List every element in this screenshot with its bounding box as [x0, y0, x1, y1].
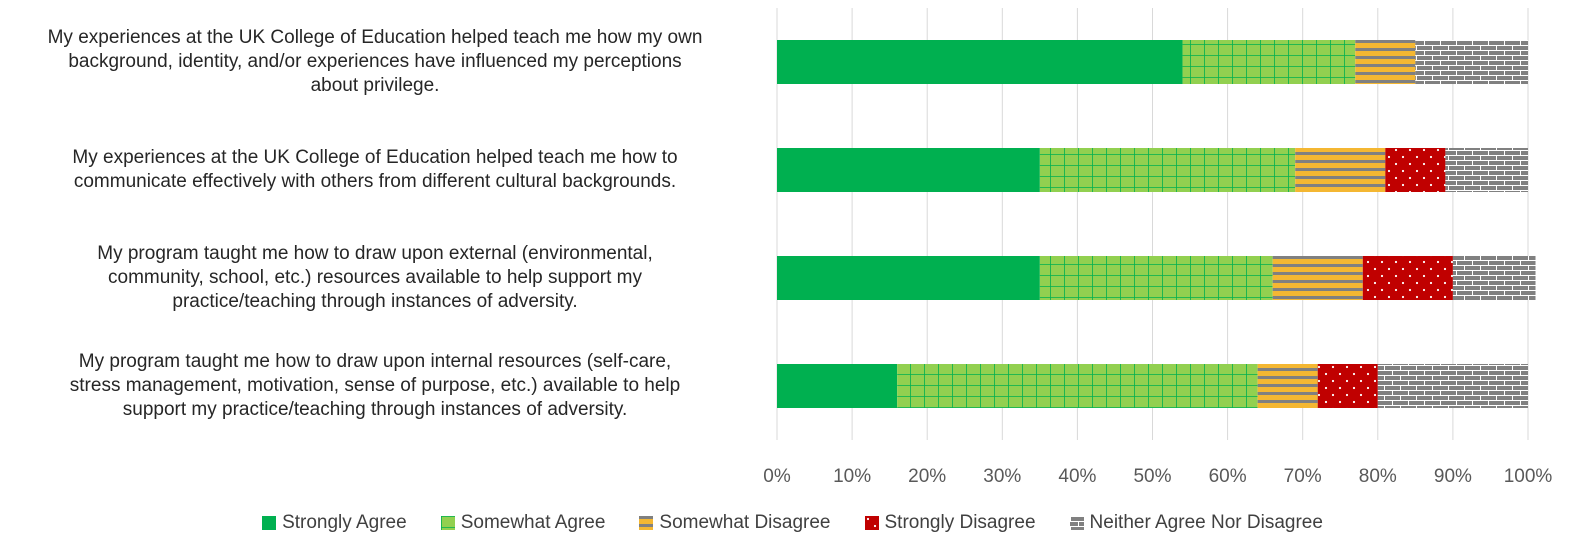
- legend-swatch: [440, 516, 455, 530]
- x-tick-label: 80%: [1359, 466, 1397, 487]
- x-tick-label: 100%: [1504, 466, 1553, 487]
- legend-label: Neither Agree Nor Disagree: [1089, 512, 1323, 533]
- bars: [777, 40, 1536, 408]
- bar-segment-neither-agree-nor-disagree: [1445, 148, 1528, 192]
- category-label: My program taught me how to draw upon ex…: [97, 243, 653, 312]
- x-tick-label: 0%: [763, 466, 791, 487]
- legend-item: Strongly Disagree: [864, 512, 1036, 534]
- legend-item: Neither Agree Nor Disagree: [1069, 512, 1323, 534]
- bar-segment-somewhat-disagree: [1295, 148, 1386, 192]
- legend-swatch: [262, 516, 277, 530]
- bar-segment-strongly-disagree: [1317, 364, 1378, 408]
- legend-swatch: [864, 516, 879, 530]
- x-tick-label: 90%: [1434, 466, 1472, 487]
- legend-label: Strongly Disagree: [884, 512, 1036, 533]
- bar-segment-strongly-disagree: [1385, 148, 1446, 192]
- x-tick-label: 60%: [1209, 466, 1247, 487]
- x-tick-label: 20%: [908, 466, 946, 487]
- legend-item: Strongly Agree: [262, 512, 407, 534]
- bar-segment-somewhat-agree: [1182, 40, 1356, 84]
- category-label: My program taught me how to draw upon in…: [69, 351, 681, 420]
- bar-segment-strongly-agree: [777, 40, 1183, 84]
- bar-segment-somewhat-agree: [897, 364, 1258, 408]
- bar-segment-strongly-agree: [777, 148, 1040, 192]
- bar-segment-somewhat-disagree: [1257, 364, 1318, 408]
- legend: Strongly Agree Somewhat Agree Somewhat Dis…: [0, 510, 1585, 536]
- legend-swatch: [639, 516, 654, 530]
- category-label: My experiences at the UK College of Educ…: [47, 27, 703, 96]
- x-tick-label: 30%: [983, 466, 1021, 487]
- legend-swatch: [1069, 516, 1084, 530]
- bar-segment-somewhat-disagree: [1272, 256, 1363, 300]
- bar-segment-somewhat-agree: [1039, 148, 1296, 192]
- legend-item: Somewhat Agree: [440, 512, 606, 534]
- x-tick-label: 10%: [833, 466, 871, 487]
- legend-label: Somewhat Disagree: [659, 512, 831, 533]
- category-label: My experiences at the UK College of Educ…: [72, 147, 678, 192]
- x-tick-label: 70%: [1284, 466, 1322, 487]
- bar-segment-somewhat-agree: [1039, 256, 1273, 300]
- bar-segment-strongly-agree: [777, 364, 898, 408]
- legend-item: Somewhat Disagree: [639, 512, 831, 534]
- legend-label: Strongly Agree: [282, 512, 407, 533]
- x-axis-ticks: 0% 10% 20% 30% 40% 50% 60% 70% 80% 90% 100%: [763, 466, 1552, 487]
- chart-plot: 0% 10% 20% 30% 40% 50% 60% 70% 80% 90% 100%: [763, 8, 1552, 487]
- bar-segment-somewhat-disagree: [1355, 40, 1416, 84]
- bar-segment-neither-agree-nor-disagree: [1377, 364, 1528, 408]
- bar-segment-strongly-disagree: [1362, 256, 1453, 300]
- x-tick-label: 50%: [1133, 466, 1171, 487]
- legend-label: Somewhat Agree: [460, 512, 606, 533]
- x-tick-label: 40%: [1058, 466, 1096, 487]
- bar-segment-neither-agree-nor-disagree: [1452, 256, 1536, 300]
- bar-segment-strongly-agree: [777, 256, 1040, 300]
- bar-segment-neither-agree-nor-disagree: [1415, 40, 1528, 84]
